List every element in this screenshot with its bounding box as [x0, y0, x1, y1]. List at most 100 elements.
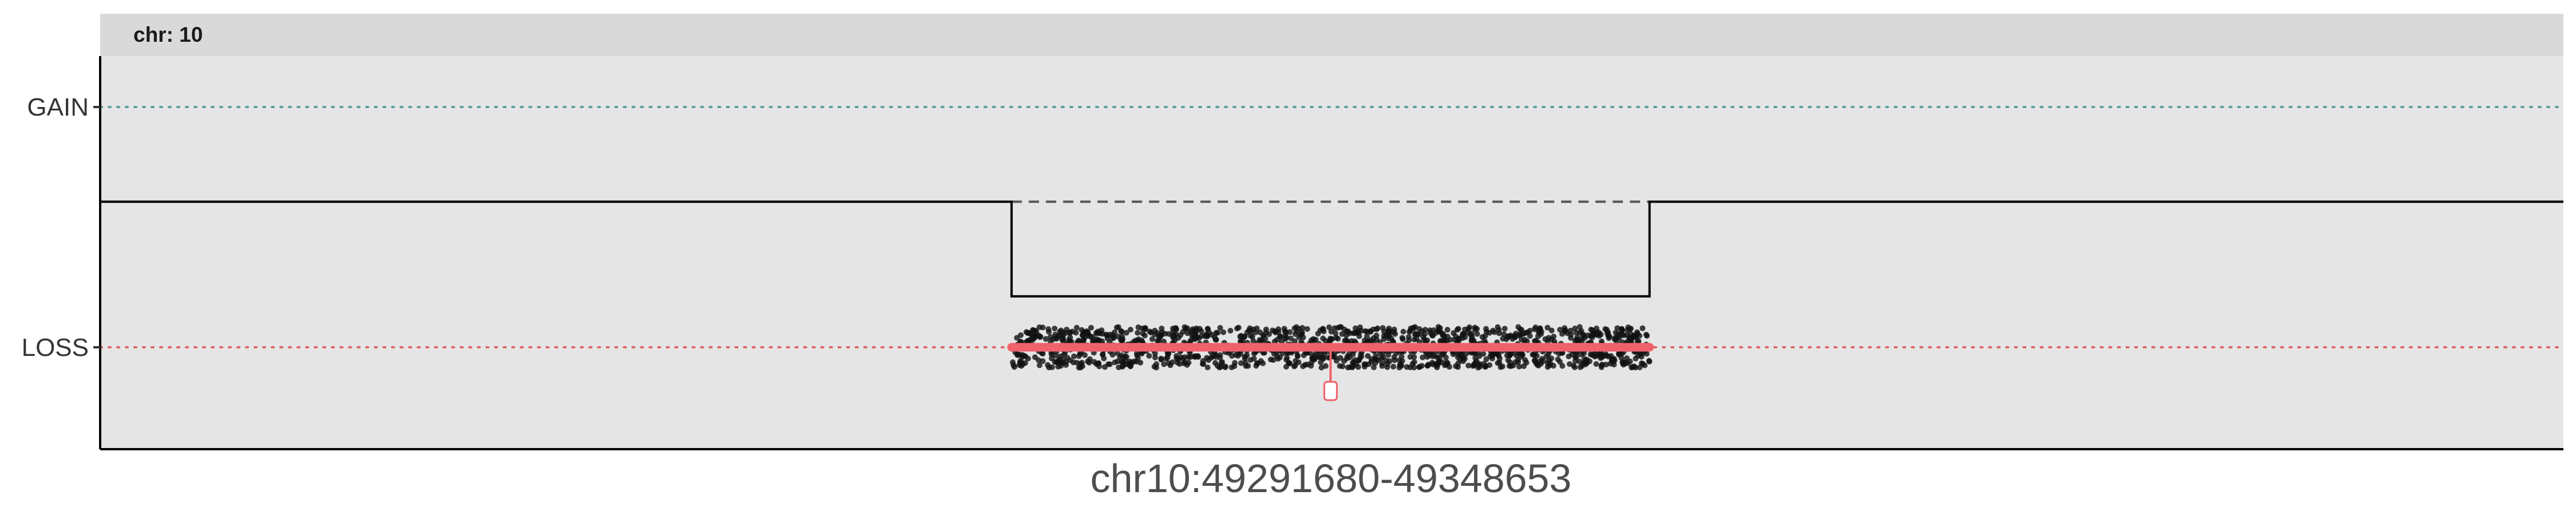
- data-point: [1416, 326, 1423, 332]
- data-point: [1439, 359, 1445, 365]
- data-point: [1374, 325, 1381, 331]
- data-point: [1123, 330, 1129, 336]
- data-point: [1381, 336, 1387, 342]
- data-point: [1152, 331, 1158, 338]
- data-point: [1578, 351, 1585, 358]
- data-point: [1202, 333, 1208, 339]
- data-point: [1643, 351, 1650, 357]
- data-point: [1556, 351, 1562, 357]
- data-point: [1165, 331, 1172, 337]
- data-point: [1238, 360, 1244, 366]
- data-point: [1498, 364, 1504, 370]
- data-point: [1488, 350, 1495, 356]
- data-point: [1495, 324, 1501, 330]
- data-point: [1088, 324, 1095, 331]
- data-point: [1114, 350, 1120, 356]
- data-point: [1527, 333, 1533, 339]
- data-point: [1302, 362, 1309, 368]
- data-point: [1115, 333, 1121, 339]
- data-point: [1544, 324, 1551, 331]
- data-point: [1619, 332, 1625, 338]
- data-point: [1158, 355, 1164, 362]
- data-point: [1473, 358, 1480, 364]
- data-point: [1048, 334, 1054, 340]
- data-point: [1287, 329, 1293, 335]
- data-point: [1535, 333, 1541, 339]
- data-point: [1032, 354, 1038, 360]
- data-point: [1279, 350, 1286, 356]
- data-point: [1618, 355, 1625, 361]
- data-point: [1642, 362, 1648, 369]
- data-point: [1358, 351, 1364, 358]
- data-point: [1170, 329, 1176, 335]
- data-point: [1181, 360, 1187, 367]
- data-point: [1411, 336, 1417, 343]
- data-point: [1393, 350, 1400, 356]
- data-point: [1020, 361, 1026, 367]
- data-point: [1247, 325, 1253, 331]
- data-point: [1134, 352, 1140, 359]
- data-point: [1483, 326, 1489, 332]
- data-point: [1200, 360, 1206, 367]
- data-point: [1523, 330, 1529, 336]
- data-point: [1039, 350, 1045, 356]
- data-point: [1396, 365, 1402, 371]
- data-point: [1053, 335, 1060, 342]
- data-point: [1619, 360, 1626, 366]
- data-point: [1135, 324, 1141, 330]
- data-point: [1452, 333, 1459, 339]
- data-point: [1113, 324, 1120, 331]
- data-point: [1076, 365, 1082, 371]
- data-point: [1099, 327, 1105, 334]
- data-point: [1423, 350, 1429, 356]
- data-point: [1635, 352, 1641, 359]
- data-point: [1583, 358, 1589, 364]
- data-point: [1447, 336, 1453, 343]
- data-point: [1390, 338, 1396, 344]
- data-point: [1152, 354, 1158, 360]
- data-point: [1399, 335, 1405, 341]
- data-point: [1077, 351, 1083, 357]
- data-point: [1409, 360, 1416, 367]
- data-point: [1479, 334, 1485, 340]
- data-point: [1042, 336, 1049, 342]
- data-point: [1355, 364, 1361, 370]
- data-point: [1551, 334, 1557, 340]
- data-point: [1227, 327, 1234, 334]
- data-point: [1496, 330, 1502, 336]
- data-point: [1188, 328, 1194, 335]
- data-point: [1470, 363, 1476, 369]
- data-point: [1102, 364, 1108, 370]
- data-point: [1082, 352, 1088, 358]
- data-point: [1572, 326, 1578, 332]
- data-point: [1073, 330, 1079, 336]
- data-point: [1505, 334, 1511, 340]
- data-point: [1532, 357, 1538, 363]
- data-point: [1159, 329, 1165, 335]
- data-point: [1459, 351, 1465, 358]
- data-point: [1386, 328, 1393, 335]
- data-point: [1523, 359, 1530, 366]
- data-point: [1390, 363, 1396, 370]
- data-point: [1022, 354, 1029, 360]
- data-point: [1247, 357, 1254, 363]
- data-point: [1346, 330, 1353, 336]
- data-point: [1441, 334, 1448, 340]
- data-point: [1460, 358, 1466, 365]
- data-point: [1515, 359, 1522, 365]
- data-point: [1073, 324, 1080, 331]
- data-point: [1320, 326, 1326, 332]
- data-point: [1337, 363, 1343, 369]
- data-point: [1566, 353, 1572, 359]
- data-point: [1398, 353, 1405, 359]
- data-point: [1602, 326, 1609, 332]
- data-point: [1291, 363, 1297, 370]
- data-point: [1067, 329, 1073, 335]
- data-point: [1524, 338, 1530, 344]
- data-point: [1629, 364, 1635, 370]
- data-point: [1532, 324, 1539, 331]
- data-point: [1605, 354, 1611, 360]
- data-point: [1179, 355, 1186, 362]
- data-point: [1299, 324, 1306, 331]
